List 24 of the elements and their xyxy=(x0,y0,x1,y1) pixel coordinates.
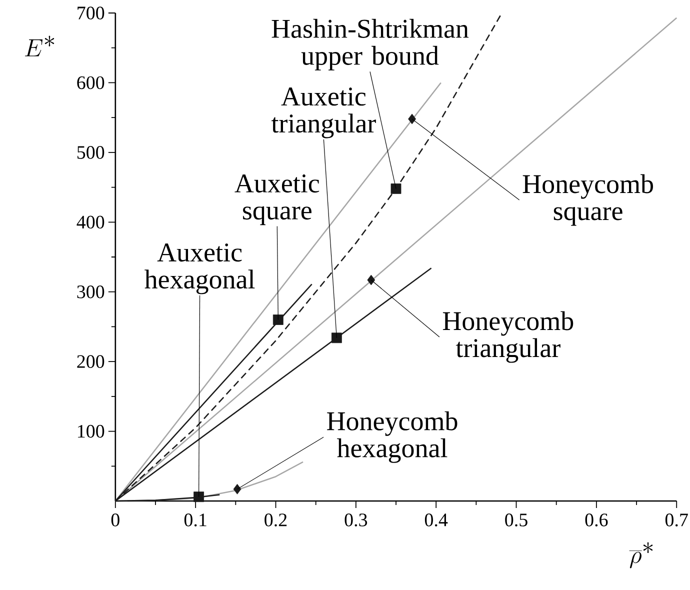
x-tick-label: 0.4 xyxy=(424,514,448,526)
y-tick-label: 600 xyxy=(77,76,104,90)
y-tick-label: 200 xyxy=(77,355,104,368)
annotation: Auxetic triangular xyxy=(271,88,376,138)
annotation: Honeycomb hexagonal xyxy=(327,411,458,463)
y-axis-title: $E^*$ xyxy=(24,36,54,56)
y-tick-label: 100 xyxy=(78,424,104,438)
annotation: Hashin-Shtrikman upper bound xyxy=(272,18,469,70)
x-axis-title: $\overline{\rho}^*$ xyxy=(629,542,653,568)
x-tick-label: 0.6 xyxy=(585,514,608,526)
annotation: Auxetic square xyxy=(234,174,320,226)
x-tick-label: 0.2 xyxy=(264,514,287,526)
annotation: Honeycomb square xyxy=(522,174,653,226)
y-tick-label: 500 xyxy=(77,146,104,159)
annotation: Honeycomb triangular xyxy=(442,311,574,363)
x-tick-label: 0 xyxy=(111,514,120,526)
annotation: Auxetic hexagonal xyxy=(144,243,255,294)
x-tick-label: 0.3 xyxy=(344,514,368,526)
x-tick-label: 0.1 xyxy=(184,514,206,526)
x-tick-label: 0.5 xyxy=(505,514,528,526)
x-tick-label: 0.7 xyxy=(665,514,688,526)
y-tick-label: 400 xyxy=(76,216,104,229)
y-tick-label: 700 xyxy=(78,6,104,20)
y-tick-label: 300 xyxy=(77,285,104,298)
